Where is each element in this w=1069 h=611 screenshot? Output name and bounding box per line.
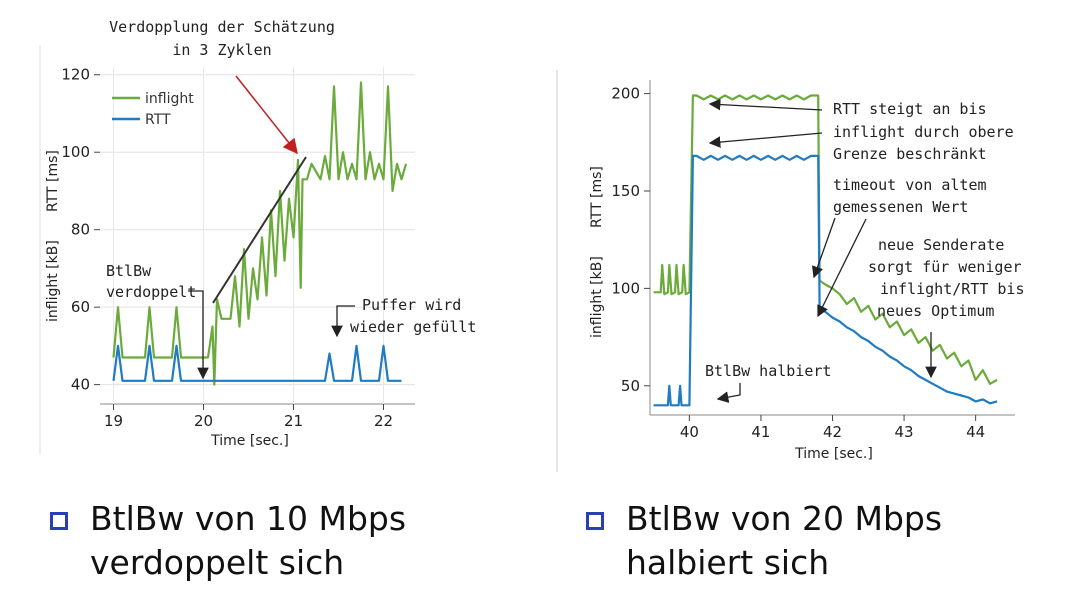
annotation-newrate-line1: neue Senderate (878, 236, 1004, 254)
annotation-rtt-line1: RTT steigt an bis (833, 100, 987, 118)
left-xtick-label: 19 (104, 412, 123, 430)
annotation-newrate-line2: sorgt für weniger (868, 258, 1022, 276)
left-ytick-label: 120 (61, 66, 90, 84)
left-xtick-label: 20 (194, 412, 213, 430)
bullet-text-right: BtlBw von 20 Mbps halbiert sich (626, 497, 942, 585)
left-chart: 40 60 80 100 120 19 20 21 22 RTT [ms] inflight … (39, 18, 476, 455)
left-x-tick-labels: 19 20 21 22 (104, 412, 393, 430)
annotation-btlbw-line2: verdoppelt (106, 283, 196, 301)
left-series-lines (112, 81, 408, 386)
annotation-rtt-line3: Grenze beschränkt (833, 145, 987, 163)
bullet-left-line1: BtlBw von 10 Mbps (90, 499, 407, 538)
right-series-lines (653, 94, 998, 407)
bullet-text-left: BtlBw von 10 Mbps verdoppelt sich (90, 497, 406, 585)
right-ytick-label: 100 (611, 279, 640, 297)
arrow-rtt-rise (708, 132, 823, 148)
left-xtick-label: 21 (284, 412, 303, 430)
annotation-timeout-line2: gemessenen Wert (833, 198, 968, 216)
right-ylabel-rtt: RTT [ms] (589, 166, 605, 228)
annotation-newrate-line4: neues Optimum (877, 302, 994, 320)
right-xtick-label: 42 (823, 423, 842, 441)
bullet-square-icon-right (586, 512, 604, 530)
left-y-tick-labels: 40 60 80 100 120 (61, 66, 90, 394)
arrow-doubling (235, 75, 298, 155)
bullet-right-line1: BtlBw von 20 Mbps (626, 499, 943, 538)
left-series-inflight-line (112, 81, 408, 386)
right-ytick-label: 150 (611, 182, 640, 200)
estimate-trend-line (212, 156, 307, 304)
right-xtick-label: 40 (680, 423, 699, 441)
right-xlabel: Time [sec.] (794, 446, 873, 462)
annotation-btlbw-line1: BtlBw (106, 262, 152, 280)
legend-label-rtt: RTT (145, 112, 171, 128)
annotation-rtt-line2: inflight durch obere (833, 123, 1014, 141)
annotation-newrate-line3: inflight/RTT bis (880, 280, 1025, 298)
left-xlabel: Time [sec.] (210, 433, 289, 449)
right-ytick-label: 50 (621, 377, 640, 395)
right-series-rtt-line (653, 154, 998, 407)
bullet-square-icon-left (50, 512, 68, 530)
right-gridlines (644, 93, 977, 421)
bullet-left-line2: verdoppelt sich (90, 543, 345, 582)
arrow-btlbw-halved (716, 383, 741, 403)
arrow-timeout (811, 217, 836, 279)
left-ytick-label: 80 (71, 221, 90, 239)
left-xtick-label: 22 (374, 412, 393, 430)
right-x-tick-labels: 40 41 42 43 44 (680, 423, 985, 441)
annotation-btlbw-halved: BtlBw halbiert (705, 362, 831, 380)
right-xtick-label: 44 (966, 423, 985, 441)
arrow-new-rate (817, 218, 867, 318)
arrow-buffer-refilled (331, 305, 355, 338)
annotation-buffer-line1: Puffer wird (362, 296, 461, 314)
left-ytick-label: 40 (71, 376, 90, 394)
left-ytick-label: 100 (61, 143, 90, 161)
left-ylabel-inflight: inflight [kB] (45, 240, 61, 322)
arrow-btlbw-doubled (188, 290, 209, 380)
annotation-doubling-line1: Verdopplung der Schätzung (109, 18, 335, 36)
left-ylabel-rtt: RTT [ms] (45, 150, 61, 212)
left-ytick-label: 60 (71, 298, 90, 316)
annotation-timeout-line1: timeout von altem (833, 176, 987, 194)
right-xtick-label: 43 (895, 423, 914, 441)
arrow-inflight-bound (708, 98, 823, 111)
right-series-inflight-line (653, 94, 998, 385)
right-ytick-label: 200 (611, 85, 640, 103)
right-y-tick-labels: 50 100 150 200 (611, 85, 640, 395)
left-legend: inflight RTT (112, 91, 194, 128)
annotation-doubling-line2: in 3 Zyklen (172, 41, 271, 59)
left-series-rtt-line (112, 344, 402, 382)
right-ylabel-inflight: inflight [kB] (589, 256, 605, 338)
bullet-right-line2: halbiert sich (626, 543, 830, 582)
legend-label-inflight: inflight (145, 91, 194, 107)
annotation-buffer-line2: wieder gefüllt (350, 318, 476, 336)
right-xtick-label: 41 (751, 423, 770, 441)
right-chart: 50 100 150 200 40 41 42 43 44 RTT [ms] inflight… (589, 80, 1025, 462)
